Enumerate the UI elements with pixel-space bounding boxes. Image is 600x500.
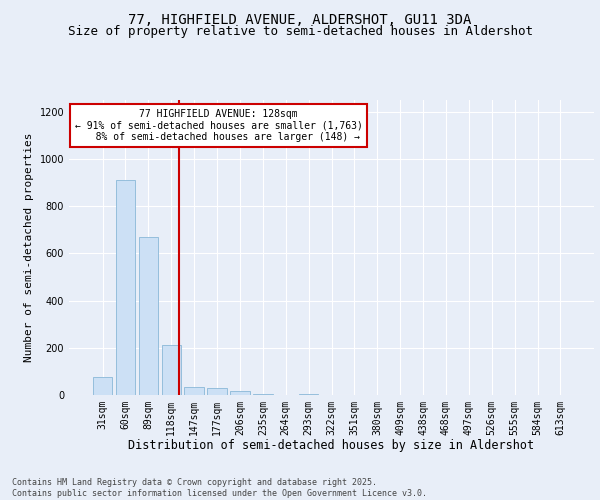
Bar — [253, 394, 272, 395]
Text: 77 HIGHFIELD AVENUE: 128sqm
← 91% of semi-detached houses are smaller (1,763)
  : 77 HIGHFIELD AVENUE: 128sqm ← 91% of sem… — [74, 109, 362, 142]
X-axis label: Distribution of semi-detached houses by size in Aldershot: Distribution of semi-detached houses by … — [128, 440, 535, 452]
Bar — [161, 346, 181, 395]
Y-axis label: Number of semi-detached properties: Number of semi-detached properties — [24, 132, 34, 362]
Bar — [208, 388, 227, 395]
Bar — [93, 378, 112, 395]
Bar — [116, 180, 135, 395]
Text: Size of property relative to semi-detached houses in Aldershot: Size of property relative to semi-detach… — [67, 25, 533, 38]
Bar — [139, 237, 158, 395]
Text: Contains HM Land Registry data © Crown copyright and database right 2025.
Contai: Contains HM Land Registry data © Crown c… — [12, 478, 427, 498]
Bar — [184, 386, 204, 395]
Bar — [230, 392, 250, 395]
Text: 77, HIGHFIELD AVENUE, ALDERSHOT, GU11 3DA: 77, HIGHFIELD AVENUE, ALDERSHOT, GU11 3D… — [128, 12, 472, 26]
Bar — [299, 394, 319, 395]
